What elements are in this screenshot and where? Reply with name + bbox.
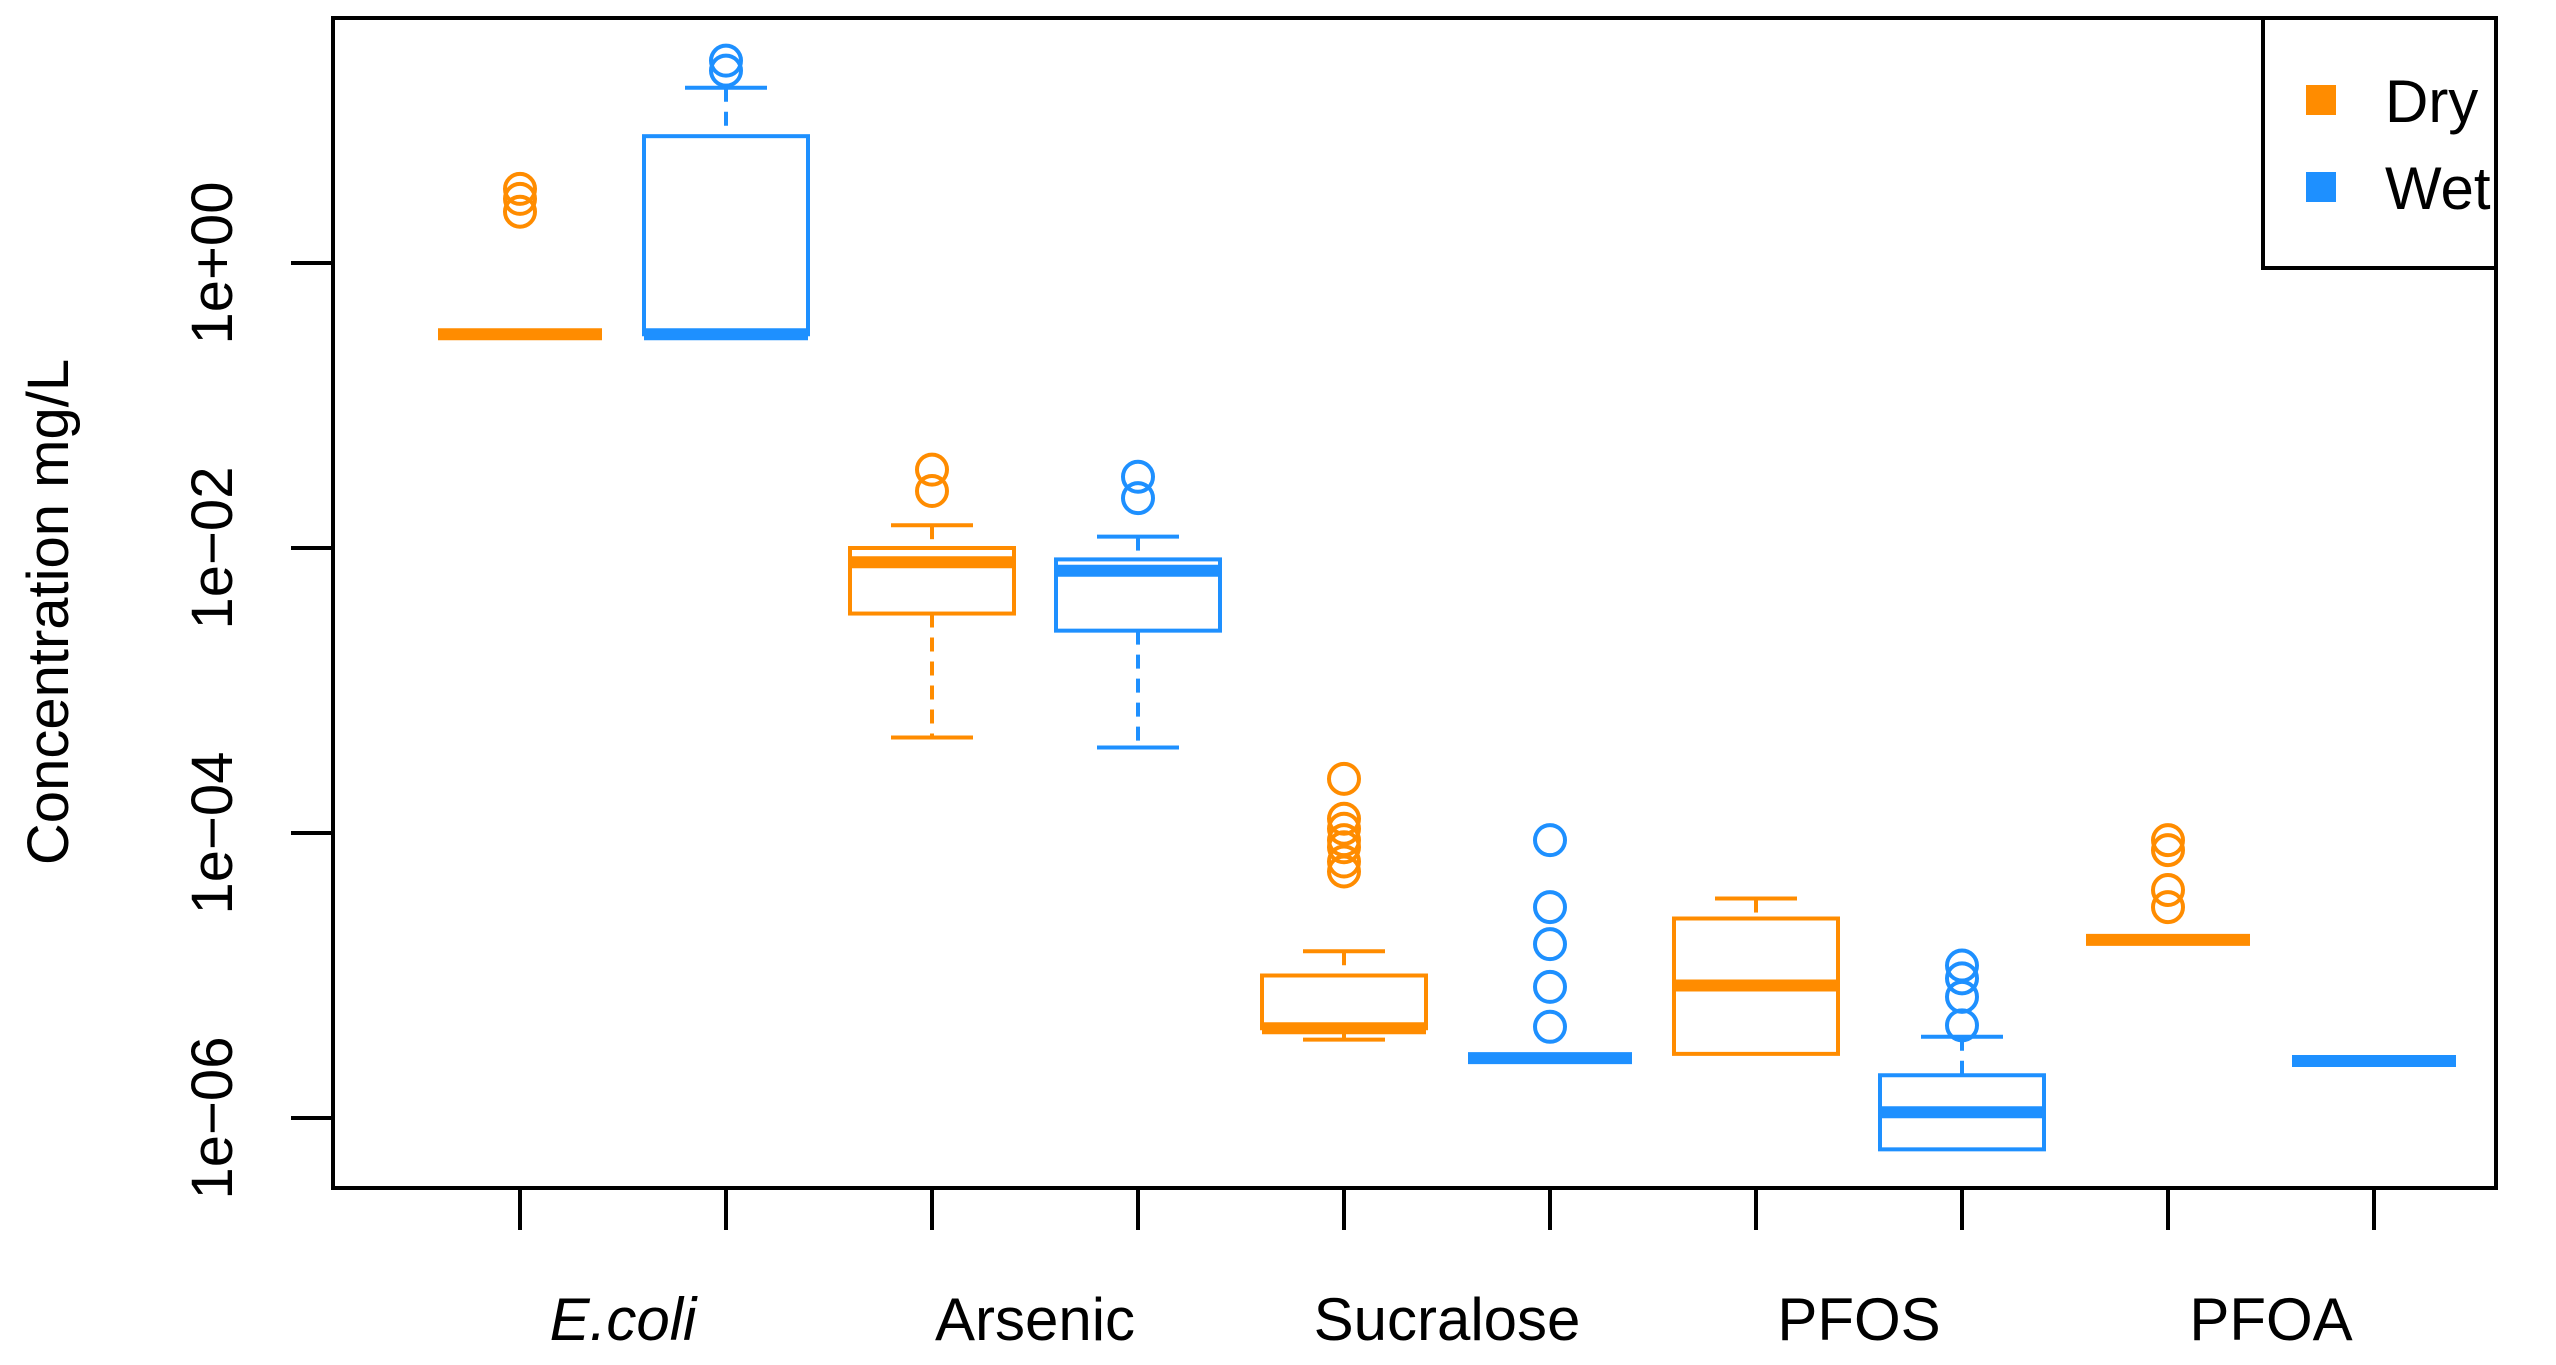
x-category-label: Sucralose <box>1314 1286 1581 1353</box>
legend-label-dry: Dry <box>2385 68 2478 135</box>
outlier-point <box>915 474 949 508</box>
box-dry-pfos <box>1672 896 1840 1056</box>
outlier-point <box>1533 890 1567 925</box>
box-iqr <box>848 546 1016 616</box>
outlier-point <box>1533 823 1567 858</box>
outlier-point <box>2151 833 2185 868</box>
box-wet-arsenic <box>1054 459 1222 750</box>
outlier-point <box>709 43 743 78</box>
box-wet-sucralose <box>1468 823 1632 1065</box>
outlier-point <box>1121 481 1155 516</box>
y-tick-label: 1e−06 <box>180 1037 245 1200</box>
x-category-label: Arsenic <box>935 1286 1135 1353</box>
outlier-point <box>1945 961 1979 996</box>
box-dry-pfoa <box>2086 823 2250 946</box>
outlier-point <box>1327 761 1361 796</box>
outlier-point <box>1327 844 1361 879</box>
legend-label-wet: Wet <box>2385 155 2491 222</box>
outlier-point <box>1945 1008 1979 1043</box>
outlier-point <box>709 53 743 88</box>
outlier-point <box>1327 854 1361 889</box>
outlier-point <box>1533 927 1567 962</box>
legend-swatch-dry <box>2306 85 2336 115</box>
x-category-label: PFOS <box>1777 1286 1940 1353</box>
box-wet-ecoli <box>642 43 810 341</box>
outlier-point <box>503 181 537 216</box>
y-axis-title: Concentration mg/L <box>16 359 81 865</box>
outlier-point <box>1533 969 1567 1004</box>
y-tick-label: 1e+00 <box>180 182 245 345</box>
legend-box <box>2261 16 2498 270</box>
outlier-point <box>503 171 537 206</box>
y-tick-label: 1e−02 <box>180 467 245 630</box>
outlier-point <box>1121 459 1155 494</box>
outlier-point <box>1327 830 1361 865</box>
box-dry-arsenic <box>848 452 1016 740</box>
box-iqr <box>1054 557 1222 633</box>
x-category-label: E.coli <box>550 1286 698 1353</box>
outlier-point <box>2151 823 2185 858</box>
legend-swatch-wet <box>2306 172 2336 202</box>
outlier-point <box>2151 890 2185 925</box>
box-dry-sucralose <box>1260 761 1428 1042</box>
outlier-point <box>503 194 537 229</box>
y-tick-label: 1e−04 <box>180 752 245 915</box>
box-dry-ecoli <box>438 171 602 341</box>
outlier-point <box>2151 873 2185 907</box>
x-category-label: PFOA <box>2189 1286 2352 1353</box>
axes: 1e+00 1e−02 1e−04 1e−06 E.coli Arsenic Sucralo… <box>180 182 2376 1353</box>
outlier-point <box>915 452 949 487</box>
outlier-point <box>1533 1009 1567 1044</box>
legend: Dry Wet <box>2261 16 2498 270</box>
box-wet-pfos <box>1878 948 2046 1152</box>
plot-frame <box>331 16 2498 1190</box>
outlier-point <box>1327 811 1361 846</box>
plot-area <box>438 43 2456 1152</box>
